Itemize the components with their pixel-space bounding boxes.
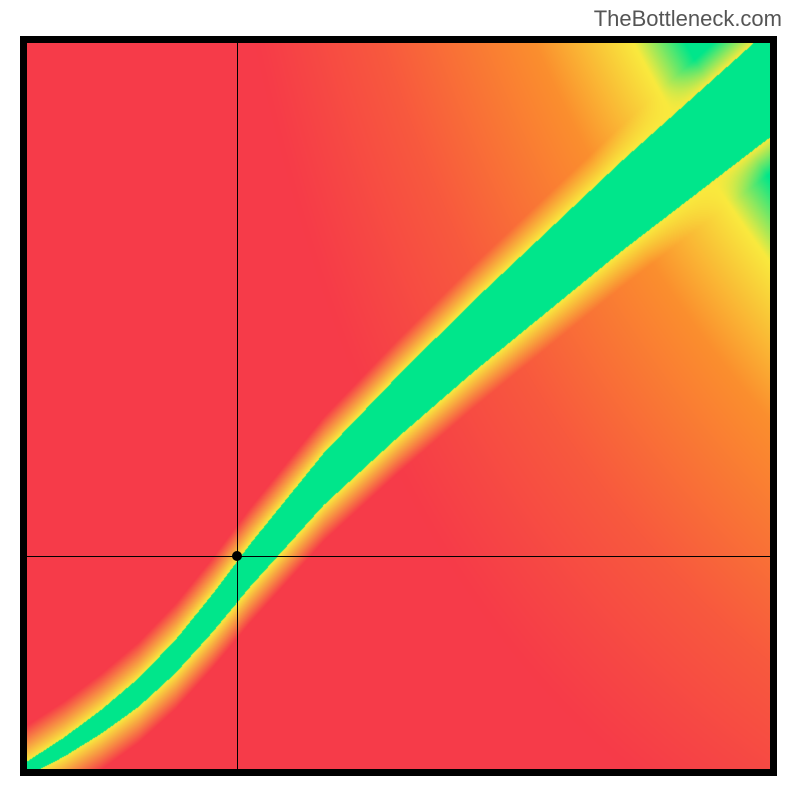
watermark-text: TheBottleneck.com bbox=[594, 6, 782, 32]
chart-container: TheBottleneck.com bbox=[0, 0, 800, 800]
crosshair-vertical bbox=[237, 43, 238, 769]
plot-frame bbox=[20, 36, 777, 776]
marker-dot bbox=[232, 551, 242, 561]
heatmap-canvas bbox=[27, 43, 770, 769]
crosshair-horizontal bbox=[27, 556, 770, 557]
